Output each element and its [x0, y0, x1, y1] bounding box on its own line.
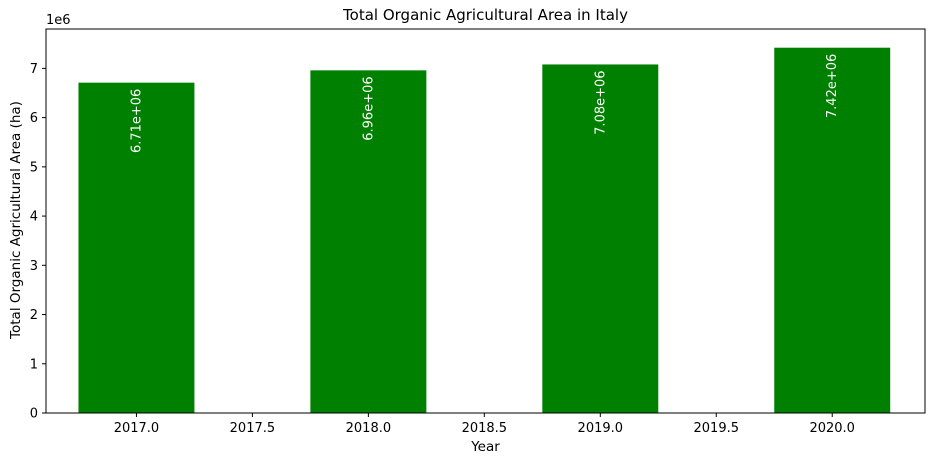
y-tick-label: 7	[30, 62, 38, 77]
bar-label-2017: 6.71e+06	[129, 89, 144, 153]
y-tick-label: 2	[30, 308, 38, 323]
x-tick-label: 2019.0	[578, 421, 624, 436]
bar-2019	[542, 64, 659, 413]
y-offset-label: 1e6	[46, 13, 71, 28]
x-tick-label: 2017.5	[230, 421, 276, 436]
x-axis-title: Year	[470, 439, 500, 455]
y-tick-label: 4	[30, 210, 38, 225]
bar-label-2020: 7.42e+06	[825, 54, 840, 118]
y-tick-label: 6	[30, 111, 38, 126]
bar-2017	[78, 82, 195, 414]
chart-title: Total Organic Agricultural Area in Italy	[342, 6, 628, 24]
x-tick-label: 2018.5	[462, 421, 508, 436]
y-axis: 0 1 2 3 4 5 6 7	[30, 62, 46, 422]
x-tick-label: 2018.0	[346, 421, 392, 436]
bar-2018	[310, 70, 427, 413]
x-tick-label: 2019.5	[694, 421, 740, 436]
axes-frame	[45, 28, 926, 414]
y-axis-title: Total Organic Agricultural Area (ha)	[8, 101, 24, 340]
bar-label-2018: 6.96e+06	[361, 76, 376, 140]
plot-area: 6.71e+06 6.96e+06 7.08e+06 7.42e+06 2017.0 2…	[30, 28, 926, 436]
bar-2020	[774, 47, 891, 413]
y-tick-label: 3	[30, 259, 38, 274]
bars-group	[78, 47, 891, 414]
y-tick-label: 5	[30, 160, 38, 175]
y-tick-label: 0	[30, 407, 38, 422]
y-tick-label: 1	[30, 357, 38, 372]
x-tick-label: 2017.0	[114, 421, 160, 436]
bar-labels-group: 6.71e+06 6.96e+06 7.08e+06 7.42e+06	[129, 54, 840, 153]
x-axis: 2017.0 2017.5 2018.0 2018.5 2019.0 2019.5 2020…	[114, 413, 855, 436]
x-tick-label: 2020.0	[809, 421, 855, 436]
bar-label-2019: 7.08e+06	[593, 70, 608, 134]
